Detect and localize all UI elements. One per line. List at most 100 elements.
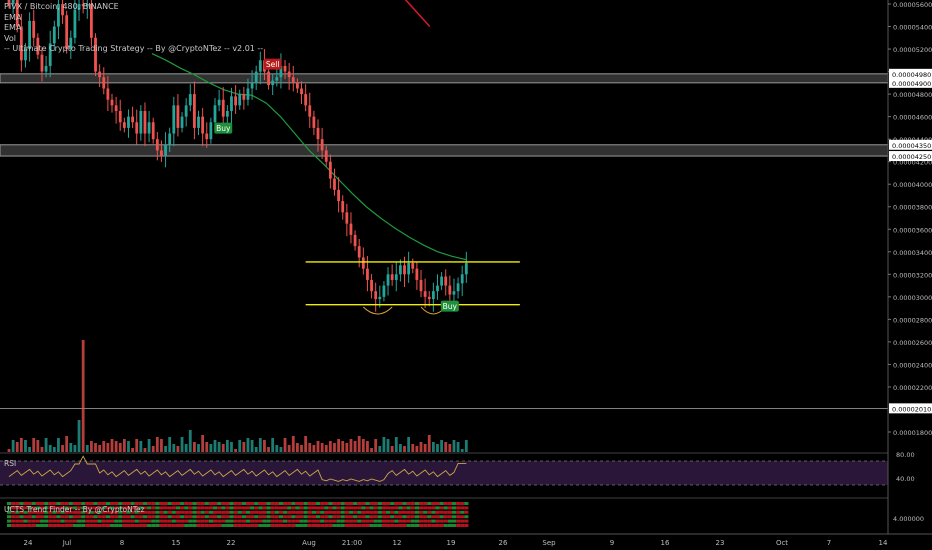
ucts-cell — [311, 524, 316, 527]
ucts-cell — [373, 506, 378, 510]
ucts-cell — [221, 510, 226, 514]
ucts-cell — [171, 506, 176, 510]
rsi-label[interactable]: RSI — [4, 459, 17, 468]
ucts-cell — [188, 519, 193, 523]
ucts-cell — [435, 515, 440, 519]
time-tick-label: Oct — [776, 539, 788, 547]
candle-body — [250, 82, 254, 89]
ucts-cell — [270, 502, 275, 505]
ucts-label[interactable]: UCTS Trend Finder -- By @CryptoNTez — [4, 505, 145, 514]
ucts-cell — [266, 519, 271, 523]
ucts-cell — [278, 506, 284, 510]
ucts-cell — [443, 506, 448, 510]
candle-body — [106, 88, 110, 100]
ucts-cell — [142, 524, 148, 527]
ucts-cell — [394, 515, 399, 519]
ucts-cell — [316, 506, 321, 510]
candle-body — [209, 122, 213, 140]
ucts-cell — [353, 510, 358, 514]
ucts-cell — [373, 515, 378, 519]
ucts-cell — [213, 519, 218, 523]
ucts-cell — [386, 524, 391, 527]
ucts-cell — [447, 515, 452, 519]
ucts-cell — [278, 510, 284, 514]
ucts-cell — [311, 519, 316, 523]
ucts-cell — [56, 510, 61, 514]
candle-body — [11, 0, 15, 4]
candle-body — [242, 94, 246, 100]
volume-bar — [366, 441, 369, 452]
ucts-cell — [394, 519, 399, 523]
ucts-cell — [324, 519, 329, 523]
volume-bar — [271, 438, 275, 452]
candle-body — [436, 285, 439, 292]
ucts-cell — [52, 524, 57, 527]
ucts-cell — [357, 502, 362, 505]
ucts-cell — [303, 510, 308, 514]
candle-body — [122, 122, 126, 128]
ucts-cell — [456, 519, 461, 523]
ucts-cell — [39, 502, 45, 505]
candle-body — [94, 37, 97, 72]
ucts-cell — [171, 524, 176, 527]
ucts-cell — [291, 524, 296, 527]
ucts-cell — [270, 506, 275, 510]
volume-legend[interactable]: Vol — [4, 33, 16, 43]
ucts-cell — [147, 506, 152, 510]
ucts-cell — [118, 519, 123, 523]
volume-bar — [172, 444, 176, 452]
ucts-cell — [324, 506, 329, 510]
candle-body — [394, 274, 398, 280]
ucts-cell — [27, 510, 32, 514]
ema-legend-2[interactable]: EMA — [4, 23, 22, 32]
volume-bar — [98, 445, 102, 452]
ema-legend-1[interactable]: EMA — [4, 12, 22, 22]
ucts-cell — [237, 506, 242, 510]
ucts-cell — [460, 502, 465, 505]
ucts-cell — [262, 510, 267, 514]
symbol-title[interactable]: PIVX / Bitcoin, 480, BINANCE — [4, 2, 119, 11]
ucts-cell — [81, 502, 86, 505]
ucts-cell — [419, 506, 424, 510]
ucts-cell — [130, 510, 135, 514]
ucts-cell — [114, 519, 119, 523]
ucts-cell — [250, 510, 255, 514]
ucts-cell — [439, 510, 444, 514]
ucts-cell — [419, 502, 424, 505]
candle-body — [312, 116, 316, 128]
ucts-cell — [204, 519, 209, 523]
ucts-cell — [320, 506, 325, 510]
volume-bar — [139, 441, 143, 452]
price-axis[interactable]: 0.000056000.000054000.000052000.00005000… — [887, 0, 932, 534]
ucts-cell — [208, 506, 213, 510]
ucts-cell — [200, 502, 205, 505]
volume-bar — [234, 449, 237, 452]
candle-body — [90, 4, 93, 38]
ucts-cell — [11, 519, 16, 523]
ucts-cell — [427, 519, 432, 523]
ucts-cell — [134, 506, 139, 510]
time-axis[interactable]: 24 Jul 8 15 22 Aug 21:00 12 19 26 Sep 9 16 23 Oct 7 14 — [0, 533, 932, 547]
ucts-cell — [357, 506, 362, 510]
candle-body — [452, 291, 456, 295]
volume-bar — [341, 441, 345, 452]
price-label-box — [889, 403, 932, 414]
candle-body — [40, 54, 44, 72]
volume-bar — [131, 448, 134, 452]
ucts-cell — [15, 506, 20, 510]
ucts-cell — [196, 524, 201, 527]
ucts-cell — [19, 519, 24, 523]
ucts-cell — [52, 519, 57, 523]
volume-bar — [205, 442, 209, 452]
ucts-cell — [456, 506, 461, 510]
ucts-cell — [398, 506, 403, 510]
ucts-cell — [381, 519, 387, 523]
ucts-cell — [431, 519, 436, 523]
volume-bar — [19, 438, 23, 452]
ucts-cell — [147, 524, 152, 527]
strategy-legend[interactable]: -- Ultimate Crypto Trading Strategy -- B… — [4, 44, 264, 53]
ucts-cell — [85, 524, 90, 527]
ucts-cell — [44, 510, 49, 514]
ucts-cell — [410, 510, 415, 514]
